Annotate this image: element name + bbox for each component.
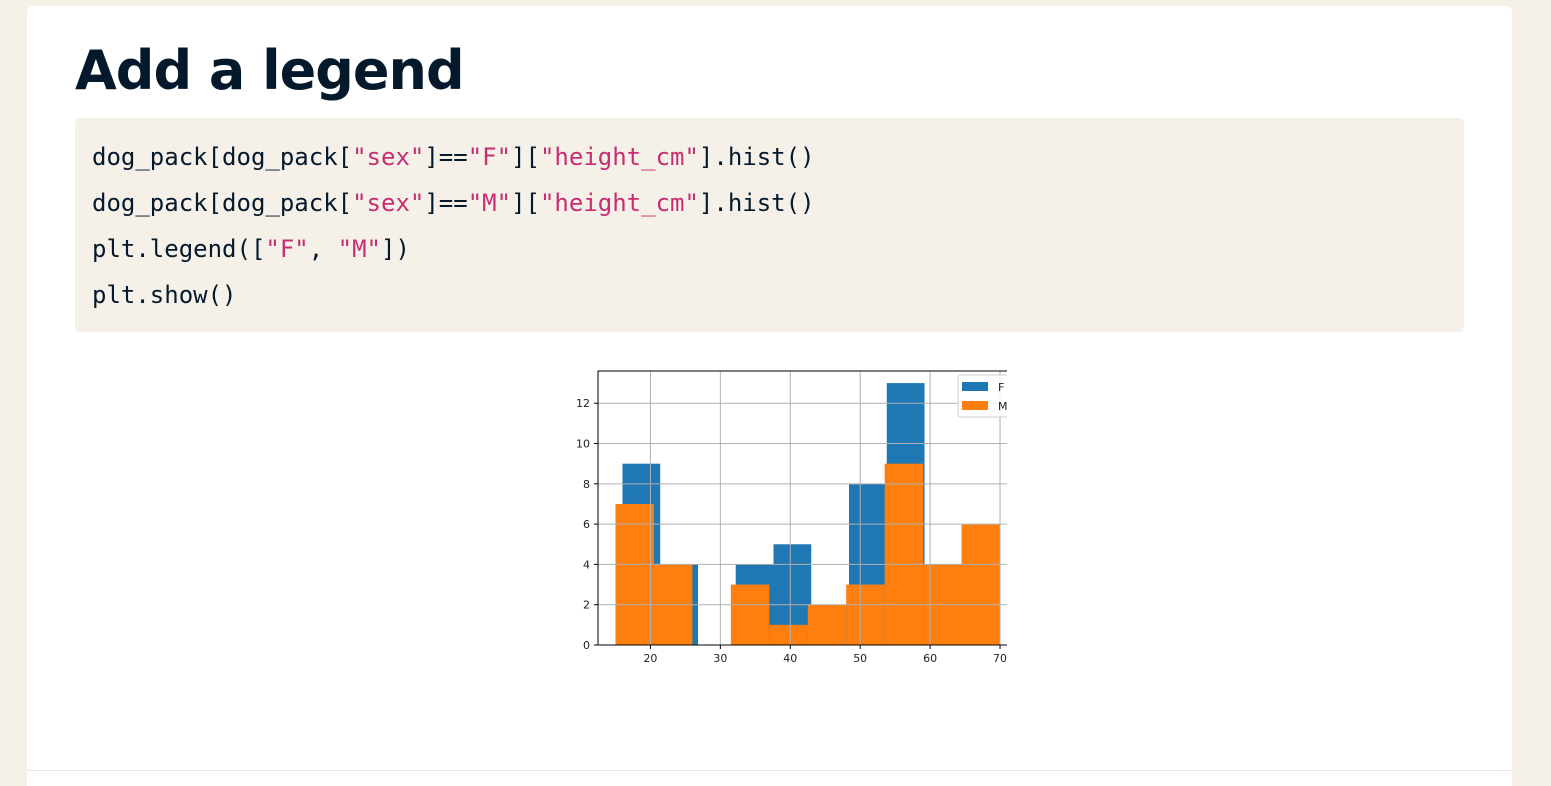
x-tick-label: 30 xyxy=(713,652,727,665)
histogram-bar xyxy=(730,584,770,645)
x-tick-label: 50 xyxy=(853,652,867,665)
histogram-bar xyxy=(615,503,654,645)
legend-swatch-F xyxy=(962,382,988,391)
histogram-chart: 20 30 40 50 60 70 0 2 4 6 8 10 12 F M xyxy=(527,356,1022,680)
code-string-token: "F" xyxy=(265,235,309,263)
legend-label-F: F xyxy=(998,381,1004,394)
y-tick-label: 8 xyxy=(583,478,590,491)
code-token: dog_pack[dog_pack[ xyxy=(92,143,353,171)
code-token: ]== xyxy=(424,189,468,217)
code-string-token: "height_cm" xyxy=(539,189,699,217)
legend-label-M: M xyxy=(998,400,1007,413)
y-tick-label: 2 xyxy=(583,599,590,612)
histogram-bar xyxy=(884,463,924,645)
code-line: plt.show() xyxy=(92,280,237,310)
x-tick-label: 60 xyxy=(923,652,937,665)
code-string-token: "F" xyxy=(467,143,512,171)
code-token: ][ xyxy=(511,143,540,171)
code-string-token: "sex" xyxy=(352,143,425,171)
legend-swatch-M xyxy=(962,401,988,410)
code-token: , xyxy=(308,235,338,263)
code-token: plt.show() xyxy=(92,281,237,309)
code-token: ].hist() xyxy=(698,189,815,217)
code-line: dog_pack[dog_pack["sex"]=="F"]["height_c… xyxy=(92,142,815,172)
histogram-bar xyxy=(961,524,1001,645)
series-M xyxy=(615,463,1001,645)
code-block: dog_pack[dog_pack["sex"]=="F"]["height_c… xyxy=(75,118,1464,332)
code-token: ][ xyxy=(511,189,540,217)
y-tick-label: 6 xyxy=(583,518,590,531)
code-token: plt.legend([ xyxy=(92,235,266,263)
y-tick-label: 4 xyxy=(583,558,590,571)
code-line: plt.legend(["F", "M"]) xyxy=(92,234,410,264)
code-line: dog_pack[dog_pack["sex"]=="M"]["height_c… xyxy=(92,188,815,218)
histogram-svg: 20 30 40 50 60 70 0 2 4 6 8 10 12 FM xyxy=(576,370,1022,665)
x-tick-label: 40 xyxy=(783,652,797,665)
code-token: ]== xyxy=(424,143,468,171)
slide-divider xyxy=(27,770,1512,771)
chart-legend: FM xyxy=(957,374,1018,418)
histogram-bar xyxy=(846,584,885,645)
x-tick-label: 70 xyxy=(993,652,1007,665)
code-string-token: "M" xyxy=(467,189,512,217)
code-token: dog_pack[dog_pack[ xyxy=(92,189,353,217)
page-title: Add a legend xyxy=(75,39,465,102)
y-tick-label: 12 xyxy=(576,397,590,410)
x-tick-label: 20 xyxy=(643,652,657,665)
y-tick-label: 10 xyxy=(576,438,590,451)
y-tick-label: 0 xyxy=(583,639,590,652)
code-string-token: "height_cm" xyxy=(539,143,699,171)
histogram-bar xyxy=(769,624,808,645)
code-token: ].hist() xyxy=(698,143,815,171)
code-string-token: "M" xyxy=(337,235,382,263)
code-string-token: "sex" xyxy=(352,189,425,217)
slide-card: Add a legend dog_pack[dog_pack["sex"]=="… xyxy=(27,6,1512,786)
histogram-bar xyxy=(807,604,847,645)
code-token: ]) xyxy=(381,235,410,263)
